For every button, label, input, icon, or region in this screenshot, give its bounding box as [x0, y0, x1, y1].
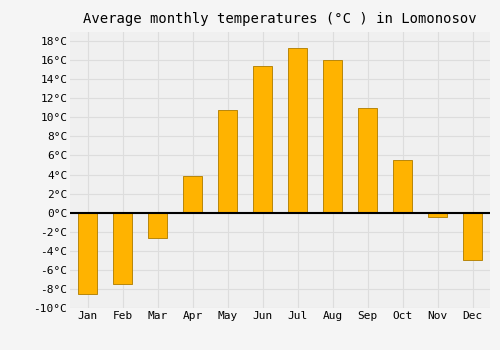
Bar — [358, 108, 377, 213]
Bar — [323, 60, 342, 213]
Title: Average monthly temperatures (°C ) in Lomonosov: Average monthly temperatures (°C ) in Lo… — [83, 12, 477, 26]
Bar — [218, 110, 237, 213]
Bar — [183, 176, 202, 213]
Bar — [428, 213, 447, 217]
Bar — [113, 213, 132, 284]
Bar — [78, 213, 97, 294]
Bar — [148, 213, 167, 238]
Bar — [253, 66, 272, 213]
Bar — [393, 160, 412, 213]
Bar — [463, 213, 482, 260]
Bar — [288, 48, 307, 213]
